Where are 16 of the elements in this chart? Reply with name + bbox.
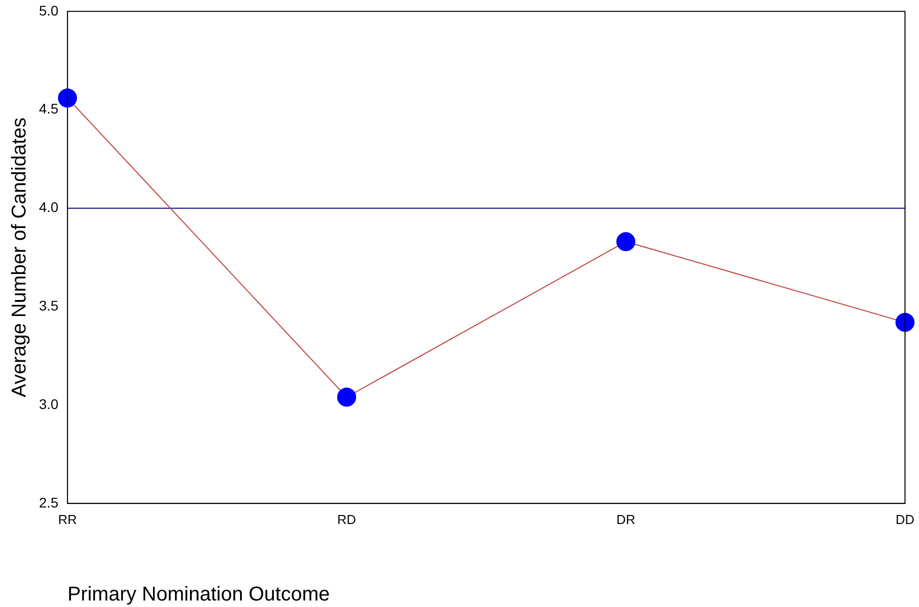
point [58,88,77,108]
point [896,312,914,332]
x-tick-label: DR [616,512,636,527]
y-axis-title: Average Number of Candidates [8,118,31,398]
y-tick-label: 2.5 [38,494,59,510]
y-tick-label: 3.0 [38,396,59,412]
y-tick-label: 4.5 [38,100,59,117]
x-tick-label: RR [58,512,77,527]
point [337,388,356,407]
x-tick-label: RD [337,512,356,527]
y-tick-label: 5.0 [38,2,59,18]
x-axis-title: Primary Nomination Outcome [67,584,330,606]
y-tick-label: 4.0 [38,199,59,216]
point [616,232,636,252]
x-tick-label: DD [896,512,914,527]
y-tick-label: 3.5 [38,297,59,314]
